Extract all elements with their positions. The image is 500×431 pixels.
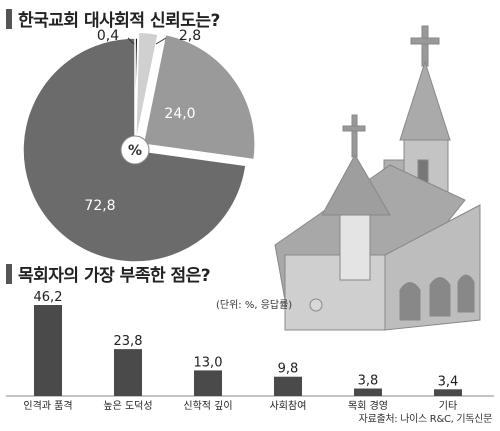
bar-category-label: 기타 <box>439 400 457 412</box>
pie-center-badge <box>120 135 150 165</box>
bar-value-label: 13,0 <box>194 355 223 370</box>
bar <box>194 370 222 396</box>
bar-value-label: 3,4 <box>438 374 459 389</box>
pie-slice-label: 2,8 <box>179 28 201 44</box>
bar-value-label: 46,2 <box>34 290 63 305</box>
pie-slice <box>142 33 256 161</box>
bar <box>354 388 382 396</box>
bar-category-label: 신학적 깊이 <box>183 400 232 412</box>
pie-slice-label: 24,0 <box>164 106 195 122</box>
pie-title-block: 한국교회 대사회적 신뢰도는? <box>6 6 220 31</box>
leader-line <box>127 37 135 45</box>
bar-chart-title: 목회자의 가장 부족한 점은? <box>18 266 211 286</box>
bar-value-label: 23,8 <box>114 334 143 349</box>
pie-slice-label: 0,4 <box>97 28 119 44</box>
pie-chart-title: 한국교회 대사회적 신뢰도는? <box>18 11 220 31</box>
source-credit: 자료출처: 나이스 R&C, 기독신문 <box>358 414 493 425</box>
title-bar-icon <box>6 263 12 284</box>
bar <box>434 389 462 396</box>
pie-center-label: % <box>128 143 142 159</box>
bar <box>34 305 62 396</box>
bar-unit-note: (단위: %, 응답률) <box>216 300 293 311</box>
bar-category-label: 목회 경영 <box>348 399 388 412</box>
bar <box>114 349 142 396</box>
bar-category-label: 인격과 품격 <box>23 399 72 412</box>
bar-category-label: 높은 도덕성 <box>103 400 152 412</box>
leader-line <box>155 37 167 45</box>
pie-slice <box>134 31 159 145</box>
bar <box>274 376 302 396</box>
pie-slice-label: 72,8 <box>84 198 115 214</box>
bar-value-label: 3,8 <box>358 374 379 389</box>
title-bar-icon <box>6 8 12 29</box>
bar-category-label: 사회참여 <box>270 400 307 412</box>
bar-title-block: 목회자의 가장 부족한 점은? <box>6 261 211 286</box>
bar-value-label: 9,8 <box>278 362 299 377</box>
